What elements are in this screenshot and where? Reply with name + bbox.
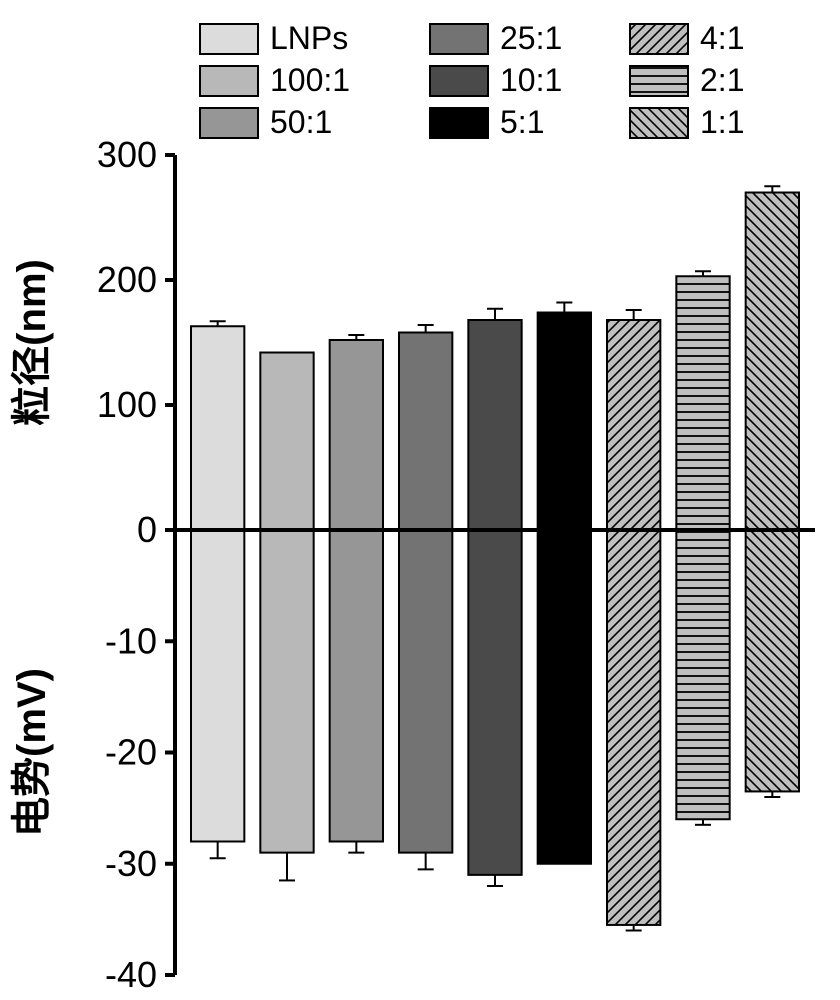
legend-swatch (630, 66, 688, 96)
bar-size (330, 340, 383, 530)
tick-label: 300 (97, 134, 157, 175)
legend-label: 25:1 (500, 20, 562, 56)
legend-label: 10:1 (500, 62, 562, 98)
legend-swatch (200, 24, 258, 54)
legend-swatch (430, 108, 488, 138)
bar-zeta (607, 530, 660, 925)
bar-size (260, 353, 313, 531)
axis-labels: 粒径(nm) 电势(mV) (10, 259, 54, 837)
bars-top (191, 186, 799, 530)
legend-swatch (200, 66, 258, 96)
tick-label: 0 (137, 509, 157, 550)
legend-swatch (630, 108, 688, 138)
bars-bottom (191, 530, 799, 931)
legend-swatch (430, 66, 488, 96)
tick-label: 200 (97, 259, 157, 300)
legend-swatch (430, 24, 488, 54)
legend-swatch (200, 108, 258, 138)
bar-zeta (330, 530, 383, 842)
bar-size (468, 320, 521, 530)
bar-zeta (676, 530, 729, 819)
tick-label: -30 (105, 843, 157, 884)
bar-size (191, 326, 244, 530)
y-axis-label-bottom: 电势(mV) (10, 668, 54, 837)
legend-label: 100:1 (270, 62, 350, 98)
bar-zeta (191, 530, 244, 842)
legend-label: 50:1 (270, 104, 332, 140)
bar-size (607, 320, 660, 530)
tick-label: -10 (105, 620, 157, 661)
bar-zeta (399, 530, 452, 853)
bar-zeta (260, 530, 313, 853)
tick-label: -40 (105, 954, 157, 995)
tick-label: 100 (97, 384, 157, 425)
legend-label: LNPs (270, 20, 348, 56)
bar-size (746, 193, 799, 531)
bar-chart: LNPs 100:1 50:1 25:1 10:1 5:1 4:1 2:1 1:1 0 100 20… (0, 0, 840, 1000)
bar-size (676, 276, 729, 530)
bar-size (538, 313, 591, 531)
legend-label: 1:1 (700, 104, 744, 140)
legend-label: 2:1 (700, 62, 744, 98)
tick-label: -20 (105, 732, 157, 773)
legend-swatch (630, 24, 688, 54)
bar-zeta (538, 530, 591, 864)
legend-label: 5:1 (500, 104, 544, 140)
bar-zeta (468, 530, 521, 875)
legend-label: 4:1 (700, 20, 744, 56)
chart-container: LNPs 100:1 50:1 25:1 10:1 5:1 4:1 2:1 1:1 0 100 20… (0, 0, 840, 1000)
bar-zeta (746, 530, 799, 791)
bar-size (399, 333, 452, 531)
y-axis-label-top: 粒径(nm) (10, 259, 54, 426)
legend: LNPs 100:1 50:1 25:1 10:1 5:1 4:1 2:1 1:1 (200, 20, 744, 140)
